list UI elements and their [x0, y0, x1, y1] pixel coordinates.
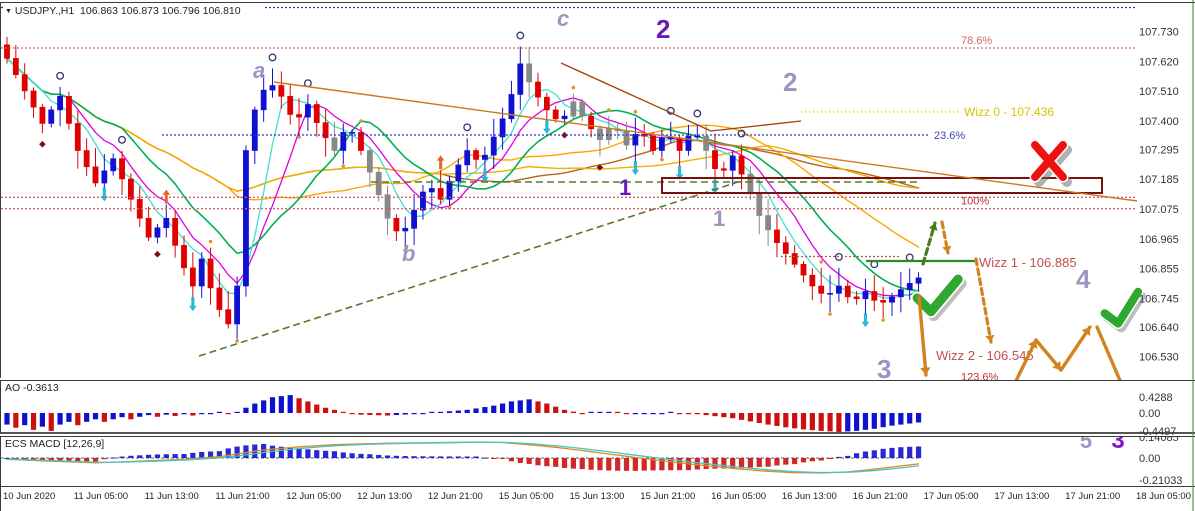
svg-text:0.00: 0.00 — [1139, 453, 1160, 465]
svg-text:-0.4497: -0.4497 — [1139, 426, 1176, 435]
svg-text:0.4288: 0.4288 — [1139, 392, 1173, 404]
svg-text:5: 5 — [1080, 437, 1092, 453]
svg-text:0.00: 0.00 — [1139, 408, 1160, 420]
svg-text:0.14085: 0.14085 — [1139, 437, 1179, 444]
svg-text:3: 3 — [1111, 437, 1124, 454]
svg-text:-0.21033: -0.21033 — [1139, 475, 1182, 487]
